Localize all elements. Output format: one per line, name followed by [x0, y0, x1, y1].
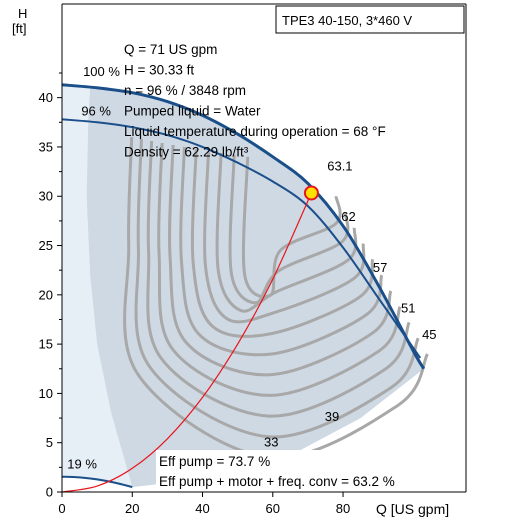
- y-tick-label: 30: [39, 189, 53, 204]
- y-tick-label: 25: [39, 238, 53, 253]
- efficiency-contour: [123, 137, 429, 460]
- y-tick-label: 10: [39, 386, 53, 401]
- y-axis-label-top: H: [18, 6, 27, 21]
- y-tick-label: 5: [46, 435, 53, 450]
- x-tick-label: 60: [266, 501, 280, 516]
- y-tick-label: 0: [46, 485, 53, 500]
- info-box: Q = 71 US gpm H = 30.33 ft n = 96 % / 3848…: [124, 42, 386, 160]
- speed-curve-labels: 100 % 96 % 19 %: [67, 64, 120, 471]
- x-axis-label: Q [US gpm]: [376, 501, 449, 517]
- y-tick-label: 15: [39, 337, 53, 352]
- efficiency-label: 62: [341, 209, 355, 224]
- efficiency-label: 51: [401, 301, 415, 316]
- efficiency-contour-labels: 63.1 62 57 51 45 39 33: [264, 159, 437, 450]
- x-tick-label: 20: [125, 501, 139, 516]
- info-line: Density = 62.29 lb/ft³: [124, 145, 249, 160]
- x-tick-label: 0: [58, 501, 65, 516]
- efficiency-line: Eff pump + motor + freq. conv = 63.2 %: [159, 474, 395, 489]
- efficiency-label: 45: [422, 327, 436, 342]
- efficiency-line: Eff pump = 73.7 %: [159, 454, 270, 469]
- speed-label: 100 %: [83, 64, 120, 79]
- efficiency-contour: [134, 139, 420, 439]
- y-axis-label-bottom: [ft]: [12, 21, 26, 36]
- y-tick-label: 20: [39, 287, 53, 302]
- duty-point-marker: [303, 185, 319, 201]
- system-curve: [62, 192, 312, 492]
- info-line: n = 96 % / 3848 rpm: [124, 83, 246, 98]
- efficiency-contour: [215, 152, 358, 313]
- efficiency-label: 33: [264, 435, 278, 450]
- chart-title: TPE3 40-150, 3*460 V: [282, 13, 412, 28]
- speed-label: 96 %: [81, 103, 111, 118]
- efficiency-contour: [168, 144, 393, 377]
- x-axis-ticks: 0 20 40 60 80: [58, 492, 350, 516]
- efficiency-contour: [241, 156, 342, 299]
- efficiency-contour: [179, 146, 384, 357]
- efficiency-contour: [146, 140, 411, 418]
- speed-curve: [62, 118, 422, 359]
- efficiency-label: 63.1: [327, 159, 352, 174]
- y-axis-ticks: 0 5 10 15 20 25 30 35 40: [39, 72, 62, 500]
- x-tick-label: 80: [336, 501, 350, 516]
- y-tick-label: 35: [39, 139, 53, 154]
- x-tick-label: 40: [195, 501, 209, 516]
- speed-curve: [62, 475, 133, 489]
- efficiency-contour: [157, 142, 402, 397]
- efficiency-contour: [190, 148, 375, 338]
- speed-curves: [62, 83, 426, 489]
- efficiency-contour: [203, 150, 366, 324]
- efficiency-label: 57: [373, 260, 387, 275]
- info-line: Liquid temperature during operation = 68…: [124, 124, 386, 139]
- info-line: Q = 71 US gpm: [124, 42, 217, 57]
- efficiency-box-text: Eff pump = 73.7 % Eff pump + motor + freq…: [159, 454, 395, 489]
- efficiency-contours: [123, 137, 429, 460]
- info-line: Pumped liquid = Water: [124, 104, 261, 119]
- efficiency-label: 39: [325, 409, 339, 424]
- y-tick-label: 40: [39, 90, 53, 105]
- info-line: H = 30.33 ft: [124, 63, 194, 78]
- speed-label: 19 %: [67, 456, 97, 471]
- title-box: [275, 5, 465, 34]
- speed-curve: [62, 83, 426, 370]
- efficiency-box: [156, 450, 452, 488]
- operating-region-light: [62, 84, 133, 488]
